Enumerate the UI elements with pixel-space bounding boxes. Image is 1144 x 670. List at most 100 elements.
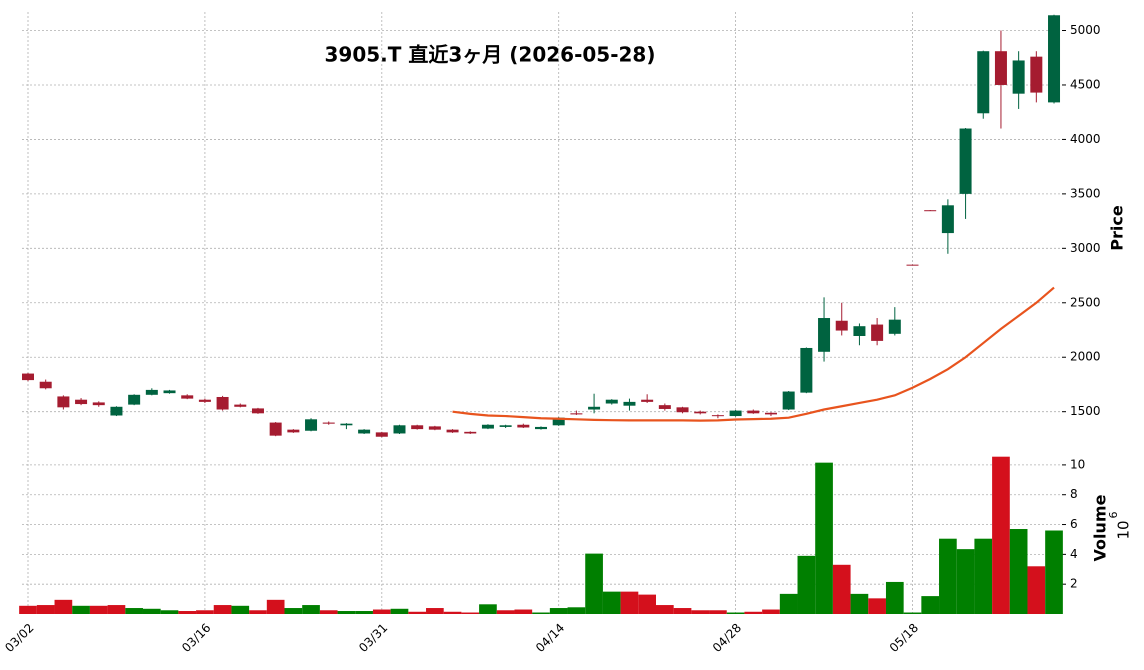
candle-body [75, 399, 88, 405]
candle-body [92, 402, 105, 406]
volume-bar [744, 611, 763, 614]
volume-bar [408, 611, 427, 614]
candle-body [729, 410, 742, 417]
candle-body [835, 320, 848, 331]
volume-bar [850, 593, 869, 614]
candle-body [322, 422, 335, 424]
candle-body [446, 429, 459, 433]
candle-body [499, 425, 512, 427]
candle-body [1030, 56, 1043, 93]
volume-bar [36, 605, 55, 614]
candle-body [428, 426, 441, 430]
volume-bar [266, 599, 285, 614]
candle-body [641, 399, 654, 402]
candle-body [198, 399, 211, 402]
volume-bar [426, 608, 444, 614]
price-axis-label: Price [1108, 205, 1127, 251]
volume-bar [496, 610, 515, 614]
volume-bar [620, 591, 639, 614]
volume-bar [532, 612, 550, 614]
volume-bar [249, 610, 267, 614]
candle-body [287, 429, 300, 433]
volume-bar [355, 611, 373, 614]
candle-body [853, 326, 866, 336]
volume-bar [284, 608, 303, 614]
candle-body [764, 412, 777, 415]
volume-bar [89, 605, 108, 614]
volume-bar [319, 610, 338, 614]
candle-body [711, 415, 724, 417]
candle-body [481, 424, 494, 429]
candle-body [977, 51, 990, 114]
candle-body [358, 429, 371, 434]
candle-body [375, 432, 388, 437]
volume-bar [337, 611, 356, 614]
volume-bar [1045, 530, 1063, 614]
candle-body [1048, 15, 1061, 103]
volume-bar [903, 612, 922, 614]
candle-body [676, 407, 689, 413]
candle-body [941, 205, 954, 234]
x-tick-label: 03/02 [2, 621, 36, 655]
volume-bar [885, 581, 904, 614]
candle-body [535, 426, 548, 430]
x-tick-label: 03/16 [179, 621, 213, 655]
candle-body [305, 419, 318, 431]
candle-body [110, 406, 123, 416]
candle-body [924, 210, 937, 212]
volume-bar [54, 599, 73, 614]
candle-body [994, 51, 1007, 85]
volume-bar [815, 462, 833, 614]
y-tick-label: 1500 [1070, 404, 1101, 418]
volume-bar [974, 538, 993, 614]
volume-bar [302, 605, 320, 614]
volume-bar [921, 596, 940, 614]
volume-bar [779, 593, 798, 614]
candle-body [22, 373, 34, 381]
candle-body [959, 128, 972, 194]
volume-bar [549, 608, 568, 614]
volume-scale-base: 10 [1115, 520, 1133, 539]
y-tick-label: 3500 [1070, 186, 1101, 200]
candle-body [234, 404, 247, 407]
volume-bar [231, 605, 250, 614]
volume-bar [655, 605, 674, 614]
y-tick-label: 6 [1070, 517, 1078, 531]
volume-bar [762, 609, 780, 614]
y-tick-label: 2 [1070, 577, 1078, 591]
candle-body [464, 431, 477, 434]
y-tick-label: 3000 [1070, 241, 1101, 255]
volume-bar [178, 611, 197, 614]
volume-bar [125, 608, 143, 614]
volume-bar [939, 538, 957, 614]
volume-bar [1027, 566, 1046, 614]
moving-average-line [452, 286, 1055, 422]
volume-bar [142, 608, 161, 614]
volume-bar [638, 594, 656, 614]
candle-body [623, 401, 636, 406]
candle-body [251, 408, 264, 414]
volume-bar [956, 549, 975, 614]
candle-body [269, 422, 282, 436]
volume-bar [443, 611, 462, 614]
volume-bar [514, 609, 533, 614]
volume-axis-label: Volume [1091, 494, 1110, 561]
chart-title: 3905.T 直近3ヶ月 (2026-05-28) [325, 43, 656, 67]
candle-body [163, 390, 176, 394]
volume-bar [160, 610, 179, 614]
candle-body [57, 396, 70, 408]
y-tick-label: 8 [1070, 487, 1078, 501]
volume-bar [868, 598, 886, 614]
volume-bar [461, 612, 480, 614]
volume-bar [213, 605, 232, 614]
y-tick-label: 4000 [1070, 132, 1101, 146]
x-tick-label: 05/18 [887, 621, 921, 655]
volume-bar [479, 604, 497, 614]
volume-bar [19, 605, 37, 614]
x-tick-label: 04/28 [710, 621, 744, 655]
candle-body [694, 411, 707, 414]
candle-body [782, 391, 795, 410]
y-tick-label: 2500 [1070, 295, 1101, 309]
candle-body [181, 395, 194, 399]
